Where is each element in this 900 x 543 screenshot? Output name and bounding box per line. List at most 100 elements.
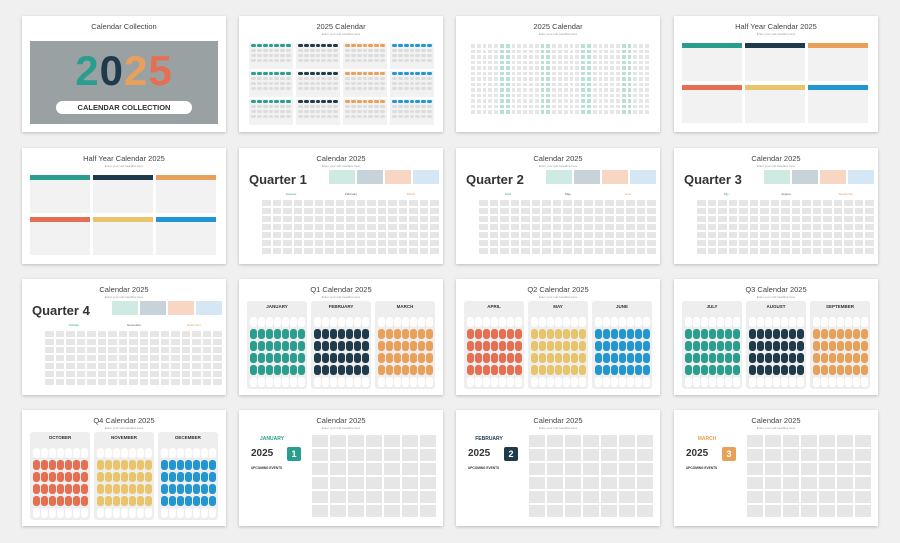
slide-3[interactable]: 2025 Calendar Enter your sub headline her… — [456, 16, 660, 132]
month-name: FEBRUARY — [328, 304, 354, 309]
slide-subtitle: Enter your sub headline here — [756, 295, 796, 299]
slide-subtitle: Enter your sub headline here — [756, 426, 796, 430]
slide-title: Calendar 2025 — [316, 416, 366, 425]
month-number-badge: 1 — [287, 447, 301, 461]
mini-month — [296, 99, 340, 125]
cover-year-digit: 5 — [148, 47, 173, 94]
year-label: 2025 — [251, 448, 274, 459]
half-year-month — [682, 85, 742, 123]
month-card: DECEMBER — [158, 432, 218, 520]
slide-subtitle: Enter your sub headline here — [104, 295, 144, 299]
mini-month — [343, 71, 387, 97]
mini-month — [249, 43, 293, 69]
month-card: AUGUST — [746, 301, 806, 389]
half-year-month — [93, 217, 153, 255]
half-year-month — [93, 175, 153, 213]
month-card: OCTOBER — [30, 432, 90, 520]
slide-6[interactable]: Calendar 2025 Enter your sub headline her… — [239, 148, 443, 264]
month-label: March — [406, 192, 416, 196]
quarter-title: Quarter 3 — [684, 172, 742, 187]
cover-badge: CALENDAR COLLECTION — [56, 101, 192, 114]
note-box — [764, 170, 790, 184]
slide-subtitle: Enter your sub headline here — [756, 32, 796, 36]
slide-title: Q3 Calendar 2025 — [745, 285, 807, 294]
slide-title: Calendar 2025 — [751, 154, 801, 163]
month-card: JULY — [682, 301, 742, 389]
slide-12[interactable]: Q3 Calendar 2025 Enter your sub headline … — [674, 279, 878, 395]
month-name: JULY — [706, 304, 718, 309]
month-card: SEPTEMBER — [810, 301, 870, 389]
month-card: NOVEMBER — [94, 432, 154, 520]
slide-2[interactable]: 2025 Calendar Enter your sub headline her… — [239, 16, 443, 132]
half-year-month — [30, 217, 90, 255]
slide-subtitle: Enter your sub headline here — [538, 164, 578, 168]
month-card: JUNE — [592, 301, 652, 389]
year-label: 2025 — [468, 448, 491, 459]
month-name: NOVEMBER — [110, 435, 137, 440]
month-name: AUGUST — [766, 304, 786, 309]
month-card: MAY — [528, 301, 588, 389]
month-label: November — [127, 323, 141, 327]
month-label: July — [723, 192, 729, 196]
mini-month — [390, 71, 434, 97]
slide-1[interactable]: Calendar Collection 2025 CALENDAR COLLECTI… — [22, 16, 226, 132]
slide-11[interactable]: Q2 Calendar 2025 Enter your sub headline … — [456, 279, 660, 395]
half-year-month — [808, 43, 868, 81]
slide-14[interactable]: Calendar 2025 Enter your sub headline her… — [239, 410, 443, 526]
half-year-month — [30, 175, 90, 213]
mini-month — [343, 99, 387, 125]
slide-7[interactable]: Calendar 2025 Enter your sub headline her… — [456, 148, 660, 264]
month-label: October — [68, 323, 80, 327]
cover-year: 2025 — [30, 47, 218, 95]
month-name: MAY — [553, 304, 563, 309]
note-box — [602, 170, 628, 184]
month-label: February — [344, 192, 357, 196]
mini-month — [296, 71, 340, 97]
cover-image: 2025 CALENDAR COLLECTION — [30, 41, 218, 124]
month-label: August — [781, 192, 791, 196]
month-card: APRIL — [464, 301, 524, 389]
mini-month — [343, 43, 387, 69]
month-name: OCTOBER — [48, 435, 72, 440]
month-label: September — [838, 192, 854, 196]
slide-subtitle: Enter your sub headline here — [104, 164, 144, 168]
month-label: January — [285, 192, 297, 196]
slide-title: Calendar 2025 — [99, 285, 149, 294]
half-year-month — [745, 43, 805, 81]
slide-subtitle: Enter your sub headline here — [538, 295, 578, 299]
slide-title: Calendar 2025 — [316, 154, 366, 163]
mini-month — [249, 71, 293, 97]
note-box — [329, 170, 355, 184]
slide-title: 2025 Calendar — [533, 22, 583, 31]
slide-subtitle: Enter your sub headline here — [104, 426, 144, 430]
year-label: 2025 — [686, 448, 709, 459]
month-card: JANUARY — [247, 301, 307, 389]
slide-subtitle: Enter your sub headline here — [538, 426, 578, 430]
slide-13[interactable]: Q4 Calendar 2025 Enter your sub headline … — [22, 410, 226, 526]
slide-5[interactable]: Half Year Calendar 2025 Enter your sub he… — [22, 148, 226, 264]
slide-8[interactable]: Calendar 2025 Enter your sub headline her… — [674, 148, 878, 264]
month-name: DECEMBER — [175, 435, 201, 440]
month-name: SEPTEMBER — [825, 304, 854, 309]
slide-15[interactable]: Calendar 2025 Enter your sub headline her… — [456, 410, 660, 526]
slide-4[interactable]: Half Year Calendar 2025 Enter your sub he… — [674, 16, 878, 132]
note-box — [630, 170, 656, 184]
slide-title: Q4 Calendar 2025 — [93, 416, 155, 425]
slide-16[interactable]: Calendar 2025 Enter your sub headline her… — [674, 410, 878, 526]
half-year-month — [682, 43, 742, 81]
slide-9[interactable]: Calendar 2025 Enter your sub headline her… — [22, 279, 226, 395]
half-year-month — [156, 217, 216, 255]
quarter-title: Quarter 1 — [249, 172, 307, 187]
month-card: MARCH — [375, 301, 435, 389]
slide-subtitle: Enter your sub headline here — [321, 32, 361, 36]
note-box — [140, 301, 166, 315]
quarter-title: Quarter 4 — [32, 303, 90, 318]
events-label: UPCOMING EVENTS — [251, 466, 283, 470]
events-label: UPCOMING EVENTS — [686, 466, 718, 470]
note-box — [385, 170, 411, 184]
slide-subtitle: Enter your sub headline here — [538, 32, 578, 36]
slide-10[interactable]: Q1 Calendar 2025 Enter your sub headline … — [239, 279, 443, 395]
note-box — [546, 170, 572, 184]
slide-subtitle: Enter your sub headline here — [321, 164, 361, 168]
